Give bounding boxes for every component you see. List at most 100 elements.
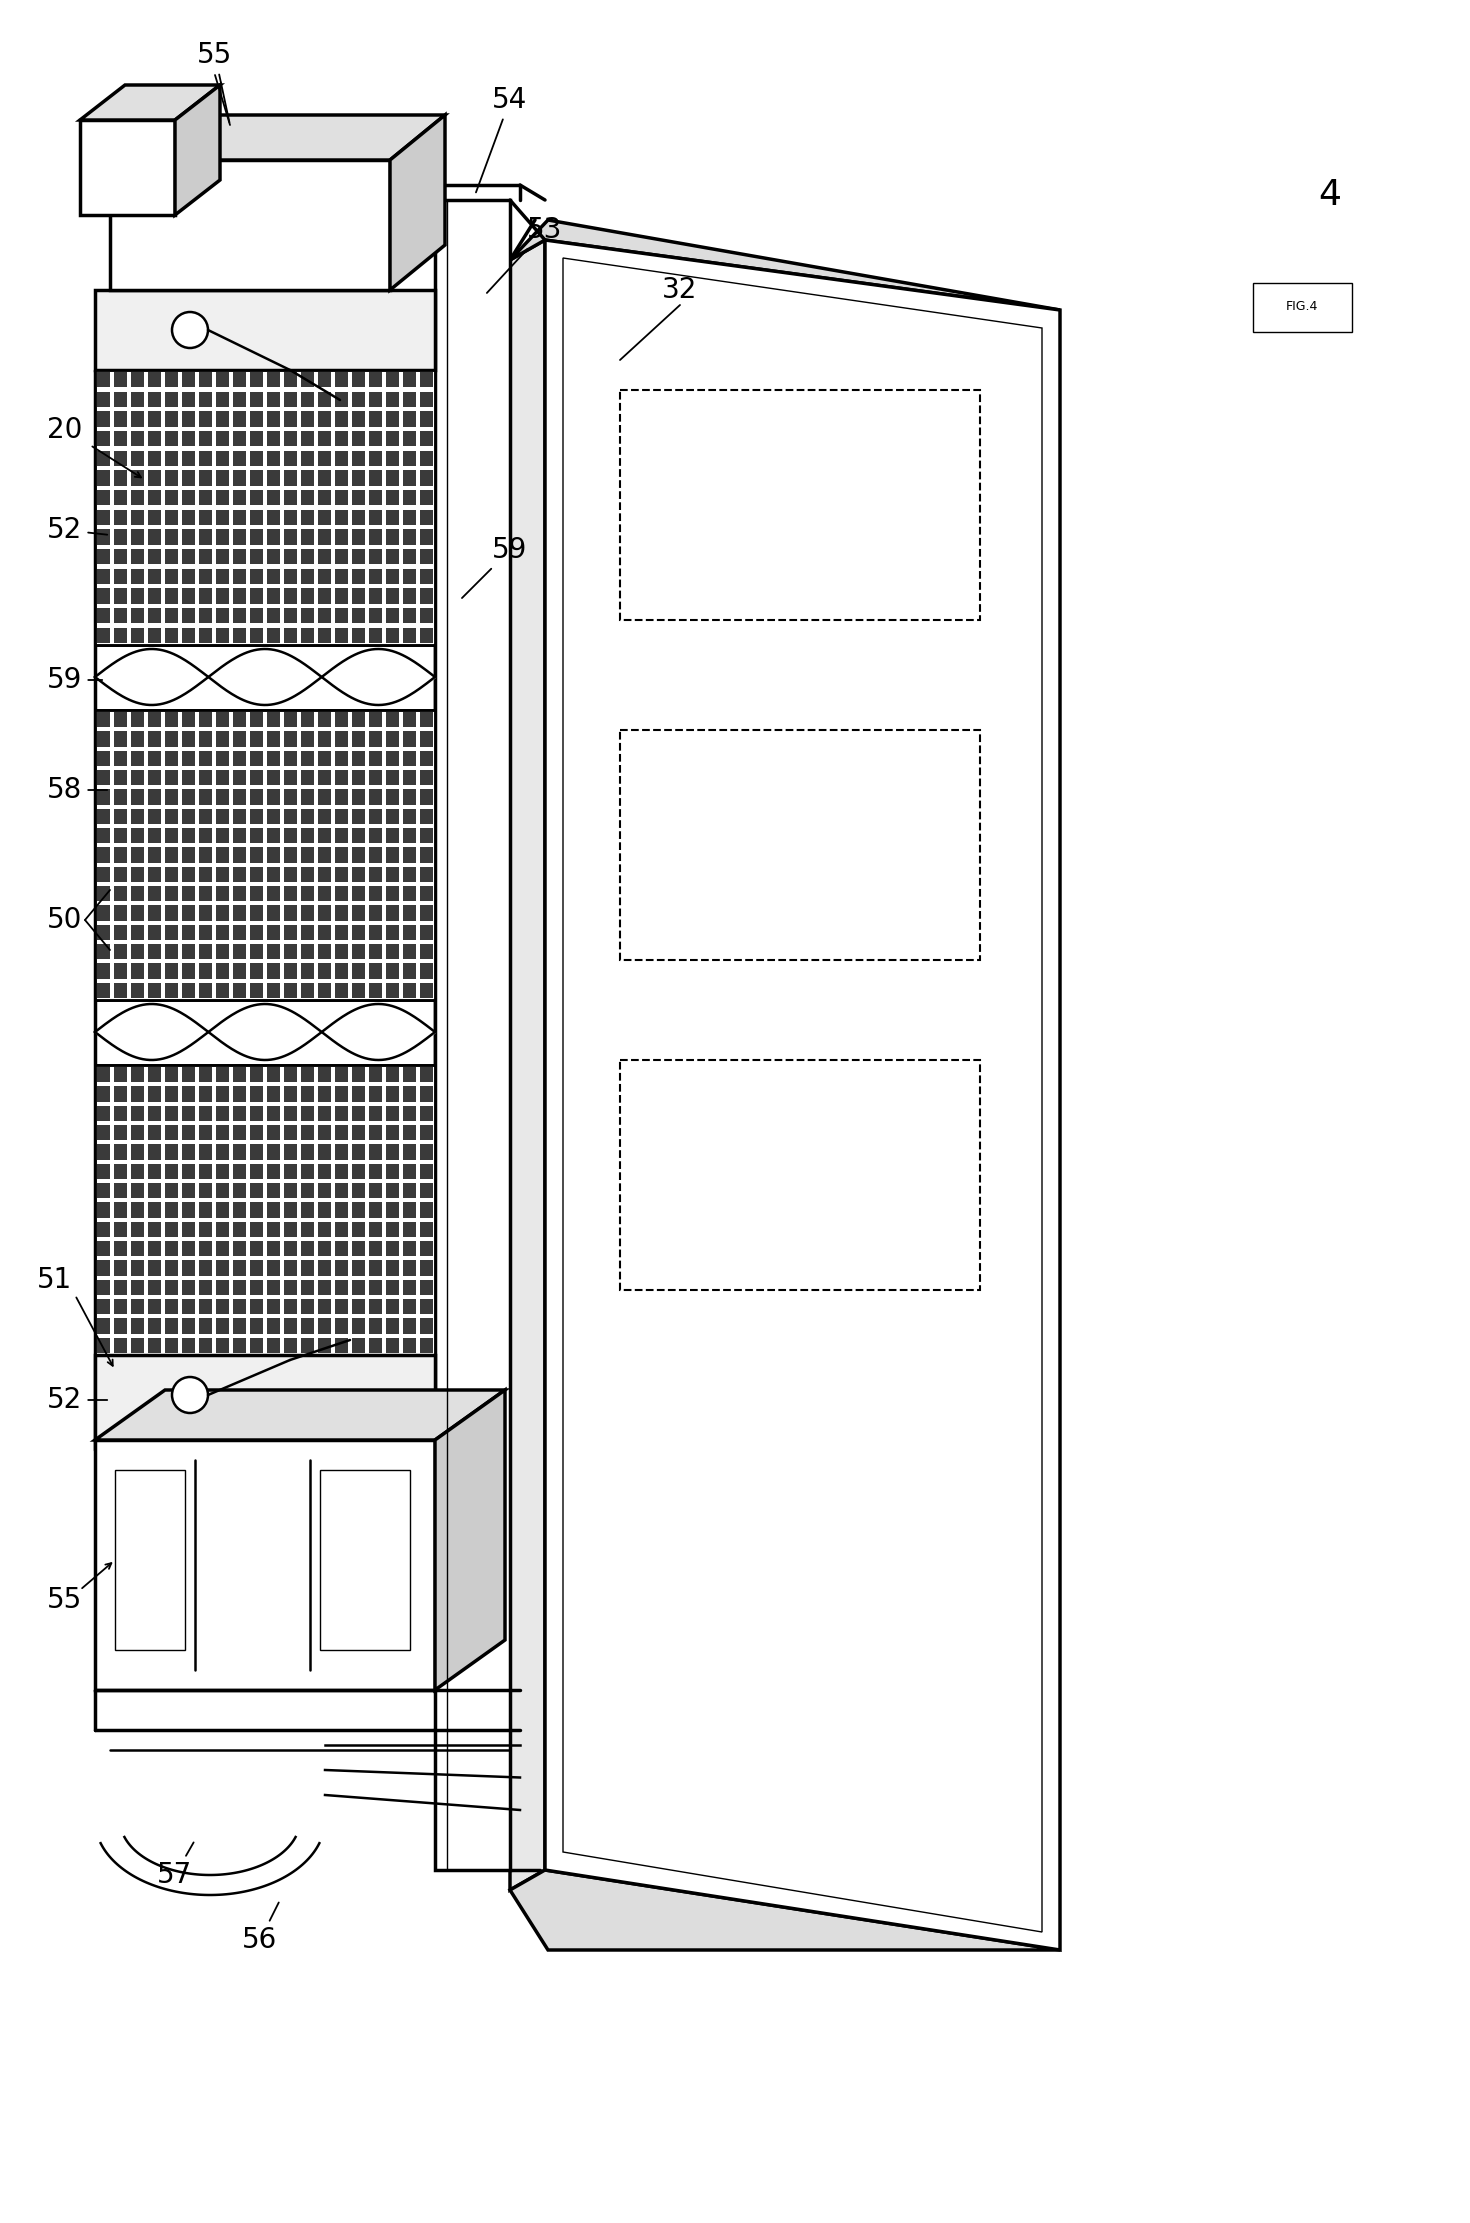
Bar <box>232 1145 245 1160</box>
Bar <box>198 1203 212 1218</box>
Bar <box>284 1260 297 1276</box>
Bar <box>148 1203 162 1218</box>
Bar <box>284 1067 297 1083</box>
Bar <box>301 1280 315 1294</box>
Bar <box>198 809 212 825</box>
Bar <box>97 1183 110 1198</box>
Bar <box>216 905 229 920</box>
Bar <box>420 489 434 505</box>
Bar <box>369 1145 382 1160</box>
Bar <box>385 731 400 747</box>
Bar <box>403 411 416 427</box>
Bar <box>403 607 416 622</box>
Bar <box>351 607 365 622</box>
Bar <box>165 627 178 642</box>
Bar <box>216 391 229 407</box>
Bar <box>335 391 348 407</box>
Bar <box>232 1240 245 1256</box>
Bar <box>148 569 162 585</box>
Bar <box>284 451 297 467</box>
Bar <box>385 983 400 998</box>
Bar <box>351 769 365 785</box>
Bar <box>284 731 297 747</box>
Bar <box>284 489 297 505</box>
Bar <box>131 905 144 920</box>
Bar <box>335 549 348 565</box>
Bar <box>198 1165 212 1178</box>
Bar <box>165 509 178 525</box>
Bar <box>232 789 245 805</box>
Bar <box>148 627 162 642</box>
Bar <box>165 1087 178 1103</box>
Bar <box>113 1165 126 1178</box>
Polygon shape <box>435 200 510 1870</box>
Bar <box>284 1203 297 1218</box>
Bar <box>284 431 297 447</box>
Bar <box>385 963 400 978</box>
Bar <box>420 945 434 958</box>
Bar <box>335 529 348 545</box>
Bar <box>385 509 400 525</box>
Bar <box>403 1165 416 1178</box>
Bar <box>351 509 365 525</box>
Bar <box>198 607 212 622</box>
Bar <box>420 1203 434 1218</box>
Polygon shape <box>435 1389 506 1689</box>
Bar <box>318 905 331 920</box>
Bar <box>250 1338 263 1354</box>
Bar <box>335 1318 348 1334</box>
Text: 59: 59 <box>47 667 103 694</box>
Bar <box>318 391 331 407</box>
Bar <box>318 945 331 958</box>
Bar <box>420 1125 434 1140</box>
Text: 32: 32 <box>663 276 698 305</box>
Bar <box>351 711 365 727</box>
Bar <box>216 569 229 585</box>
Bar <box>420 509 434 525</box>
Bar <box>113 963 126 978</box>
Bar <box>351 1087 365 1103</box>
Bar <box>420 1240 434 1256</box>
Bar <box>182 1125 196 1140</box>
Bar <box>113 1338 126 1354</box>
Bar <box>351 1240 365 1256</box>
Polygon shape <box>510 1870 1060 1950</box>
Bar <box>198 887 212 900</box>
Bar <box>335 867 348 883</box>
Bar <box>420 1298 434 1314</box>
Bar <box>318 731 331 747</box>
Bar <box>165 1280 178 1294</box>
Bar <box>113 529 126 545</box>
Bar <box>369 1125 382 1140</box>
Bar <box>385 489 400 505</box>
Bar <box>335 1183 348 1198</box>
Bar <box>369 1165 382 1178</box>
Bar <box>335 983 348 998</box>
Bar <box>385 1338 400 1354</box>
Bar <box>301 1260 315 1276</box>
Bar <box>148 809 162 825</box>
Bar <box>420 569 434 585</box>
Bar <box>301 731 315 747</box>
Bar <box>369 963 382 978</box>
Bar <box>165 451 178 467</box>
Bar <box>369 1298 382 1314</box>
Bar <box>148 1280 162 1294</box>
Bar <box>216 529 229 545</box>
Bar <box>148 607 162 622</box>
Bar <box>216 431 229 447</box>
Bar <box>351 867 365 883</box>
Bar <box>335 809 348 825</box>
Bar <box>403 751 416 767</box>
Bar <box>198 1298 212 1314</box>
Bar <box>385 451 400 467</box>
Bar <box>301 627 315 642</box>
Bar <box>301 809 315 825</box>
Bar <box>165 1240 178 1256</box>
Bar <box>268 451 281 467</box>
Bar <box>385 769 400 785</box>
Bar <box>335 905 348 920</box>
Bar <box>148 1298 162 1314</box>
Bar <box>385 1240 400 1256</box>
Bar <box>369 867 382 883</box>
